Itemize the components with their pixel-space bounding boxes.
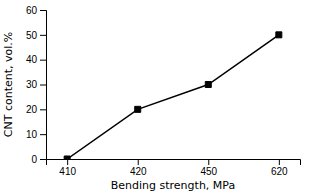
chart: 410 420 450 620 0 10 20 30 40 50 60 Bending strengt…	[0, 0, 312, 195]
y-tick-label: 0	[31, 154, 37, 165]
y-axis-line	[40, 11, 47, 160]
y-tick-label: 50	[26, 30, 38, 41]
x-axis-line	[47, 160, 301, 166]
x-tick: 410	[59, 159, 76, 177]
y-tick-mark	[40, 159, 46, 160]
x-tick-label: 450	[200, 166, 217, 177]
x-tick: 450	[200, 159, 217, 177]
x-tick: 420	[130, 159, 147, 177]
x-axis: 410 420 450 620	[47, 159, 301, 177]
x-tick-mark	[208, 159, 209, 165]
y-tick-mark	[40, 10, 46, 11]
y-tick: 40	[26, 54, 46, 65]
y-tick-mark	[40, 60, 46, 61]
x-tick-label: 410	[59, 166, 76, 177]
y-tick-label: 60	[26, 5, 38, 16]
y-tick: 30	[26, 79, 46, 90]
x-tick-mark	[138, 159, 139, 165]
y-tick-label: 10	[26, 129, 38, 140]
marks	[64, 32, 282, 159]
y-tick: 0	[31, 154, 46, 165]
x-tick: 620	[271, 159, 288, 177]
plot: 410 420 450 620 0 10 20 30 40 50 60	[26, 5, 301, 177]
y-tick-mark	[40, 85, 46, 86]
marker	[276, 32, 282, 38]
y-tick-mark	[40, 35, 46, 36]
y-tick-mark	[40, 109, 46, 110]
marker	[64, 156, 70, 159]
y-tick-label: 20	[26, 104, 38, 115]
x-tick-mark	[67, 159, 68, 165]
y-tick: 20	[26, 104, 46, 115]
y-axis: 0 10 20 30 40 50 60	[26, 5, 47, 165]
y-axis-title: CNT content, vol.%	[2, 32, 15, 137]
x-tick-label: 620	[271, 166, 288, 177]
y-tick: 60	[26, 5, 46, 16]
y-tick: 10	[26, 129, 46, 140]
y-tick-mark	[40, 134, 46, 135]
y-tick: 50	[26, 30, 46, 41]
marker	[135, 106, 141, 112]
x-tick-mark	[279, 159, 280, 165]
x-tick-label: 420	[130, 166, 147, 177]
x-axis-title: Bending strength, MPa	[111, 179, 235, 192]
line	[67, 35, 279, 159]
y-tick-label: 40	[26, 54, 38, 65]
marker	[205, 82, 211, 88]
y-tick-label: 30	[26, 79, 38, 90]
